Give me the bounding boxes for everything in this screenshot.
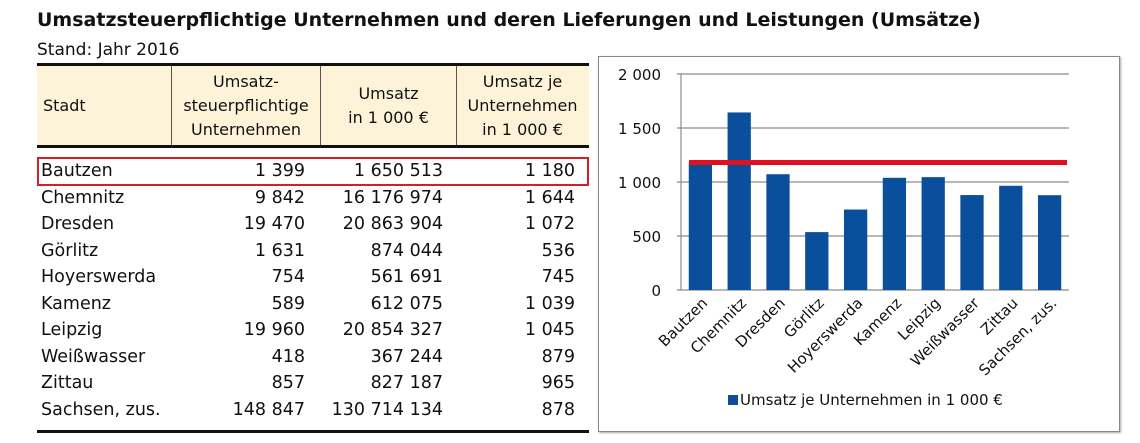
bar — [843, 209, 868, 290]
cell-umsatz: 561 691 — [370, 267, 443, 288]
cell-unternehmen: 857 — [271, 373, 305, 394]
cell-stadt: Leipzig — [41, 320, 103, 341]
cell-stadt: Hoyerswerda — [41, 267, 157, 288]
table-bottom-rule — [37, 430, 589, 433]
table-header-rule — [37, 145, 589, 148]
bar — [688, 162, 713, 290]
table-row: Görlitz 1 631 874 044 536 — [37, 238, 589, 265]
cell-stadt: Weißwasser — [41, 346, 146, 367]
y-tick-label: 1 000 — [618, 174, 661, 192]
cell-umsatz-je: 536 — [541, 240, 575, 261]
table-row: Bautzen 1 399 1 650 513 1 180 — [37, 158, 589, 185]
header-umsatz: Umsatz in 1 000 € — [320, 66, 456, 145]
cell-umsatz-je: 965 — [541, 373, 575, 394]
header-label: Umsatz in 1 000 € — [348, 83, 429, 127]
cell-unternehmen: 9 842 — [254, 187, 305, 208]
cell-stadt: Görlitz — [41, 240, 99, 261]
bar — [805, 232, 829, 290]
bar — [999, 185, 1023, 290]
cell-umsatz-je: 1 039 — [524, 293, 575, 314]
cell-unternehmen: 754 — [271, 267, 305, 288]
subtitle: Stand: Jahr 2016 — [37, 40, 180, 60]
header-umsatz-je: Umsatz je Unternehmen in 1 000 € — [456, 66, 588, 145]
cell-umsatz: 20 863 904 — [342, 214, 443, 235]
cell-umsatz-je: 1 644 — [524, 187, 575, 208]
legend-swatch — [728, 395, 738, 405]
cell-umsatz: 20 854 327 — [342, 320, 443, 341]
table-row: Chemnitz 9 842 16 176 974 1 644 — [37, 185, 589, 212]
data-table: Stadt Umsatz- steuerpflichtige Unternehm… — [37, 63, 589, 423]
table-row: Leipzig 19 960 20 854 327 1 045 — [37, 317, 589, 344]
cell-umsatz: 874 044 — [370, 240, 443, 261]
cell-unternehmen: 19 470 — [243, 214, 305, 235]
cell-unternehmen: 19 960 — [243, 320, 305, 341]
header-label: Stadt — [43, 95, 86, 115]
bar — [766, 174, 790, 290]
page-title: Umsatzsteuerpflichtige Unternehmen und d… — [37, 9, 981, 31]
cell-umsatz: 130 714 134 — [331, 399, 443, 420]
cell-stadt: Bautzen — [41, 161, 113, 182]
header-label: Umsatz je Unternehmen in 1 000 € — [467, 71, 578, 139]
cell-unternehmen: 418 — [271, 346, 305, 367]
cell-umsatz-je: 1 180 — [524, 161, 575, 182]
table-row: Kamenz 589 612 075 1 039 — [37, 291, 589, 318]
bar — [960, 195, 984, 290]
table-row: Weißwasser 418 367 244 879 — [37, 344, 589, 371]
table-header: Stadt Umsatz- steuerpflichtige Unternehm… — [37, 66, 589, 145]
table-row: Sachsen, zus. 148 847 130 714 134 878 — [37, 397, 589, 424]
cell-stadt: Sachsen, zus. — [41, 399, 161, 420]
cell-stadt: Dresden — [41, 214, 115, 235]
y-tick-label: 500 — [632, 228, 661, 246]
table-row: Hoyerswerda 754 561 691 745 — [37, 264, 589, 291]
legend-label: Umsatz je Unternehmen in 1 000 € — [740, 391, 1003, 409]
table-row: Zittau 857 827 187 965 — [37, 370, 589, 397]
header-unternehmen: Umsatz- steuerpflichtige Unternehmen — [171, 66, 320, 145]
cell-umsatz: 1 650 513 — [353, 161, 443, 182]
y-tick-label: 1 500 — [618, 120, 661, 138]
cell-umsatz: 827 187 — [370, 373, 443, 394]
cell-umsatz: 612 075 — [370, 293, 443, 314]
bar — [921, 177, 945, 290]
highlight-box — [37, 157, 589, 186]
cell-umsatz-je: 1 072 — [524, 214, 575, 235]
cell-stadt: Kamenz — [41, 293, 111, 314]
y-tick-label: 2 000 — [618, 66, 661, 84]
bar — [727, 112, 751, 290]
cell-unternehmen: 148 847 — [232, 399, 305, 420]
cell-umsatz: 16 176 974 — [342, 187, 443, 208]
table-row: Dresden 19 470 20 863 904 1 072 — [37, 211, 589, 238]
y-tick-label: 0 — [651, 282, 661, 300]
header-label: Umsatz- steuerpflichtige Unternehmen — [183, 71, 309, 139]
chart-frame: 0 500 1 000 1 500 2 000 Bautzen Chemnitz Dresde… — [598, 56, 1120, 432]
cell-umsatz: 367 244 — [370, 346, 443, 367]
cell-umsatz-je: 878 — [541, 399, 575, 420]
table-top-rule — [37, 63, 589, 66]
table-body: Bautzen 1 399 1 650 513 1 180 Chemnitz 9 842 1… — [37, 157, 589, 424]
cell-stadt: Chemnitz — [41, 187, 125, 208]
cell-unternehmen: 1 631 — [254, 240, 305, 261]
bar — [1037, 195, 1062, 290]
cell-stadt: Zittau — [41, 373, 94, 394]
header-stadt: Stadt — [37, 66, 171, 145]
cell-umsatz-je: 1 045 — [524, 320, 575, 341]
cell-umsatz-je: 879 — [541, 346, 575, 367]
cell-unternehmen: 1 399 — [254, 161, 305, 182]
cell-umsatz-je: 745 — [541, 267, 575, 288]
bar — [882, 177, 907, 290]
cell-unternehmen: 589 — [271, 293, 305, 314]
